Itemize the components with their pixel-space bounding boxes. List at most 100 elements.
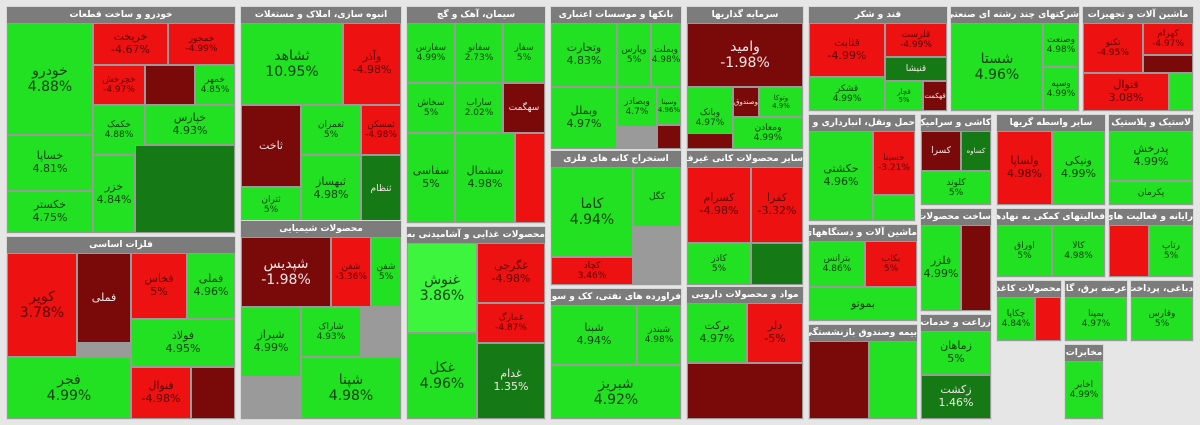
- sector-title[interactable]: حمل ونقل، انبارداری و ارتباطات: [809, 115, 915, 131]
- stock-tile[interactable]: کهرام -4.97%: [1143, 23, 1193, 55]
- stock-tile[interactable]: غدام 1.35%: [477, 343, 545, 419]
- stock-tile[interactable]: ثعمران 5%: [301, 105, 361, 155]
- sector-title[interactable]: فعالیتهای کمکی به نهادهای مالی: [997, 209, 1105, 225]
- stock-tile[interactable]: بموتو: [809, 287, 917, 321]
- stock-tile[interactable]: کاذر 5%: [687, 243, 751, 285]
- stock-tile[interactable]: [145, 65, 195, 105]
- stock-tile[interactable]: وقارس 5%: [1131, 297, 1193, 341]
- stock-tile[interactable]: ثبهساز 4.98%: [301, 155, 361, 223]
- stock-tile[interactable]: وسینا 4.96%: [657, 87, 681, 125]
- stock-tile[interactable]: [515, 133, 545, 223]
- sector-title[interactable]: بانکها و موسسات اعتباری: [551, 7, 681, 23]
- stock-tile[interactable]: کویر 3.78%: [7, 253, 77, 357]
- stock-tile[interactable]: شفن -3.36%: [331, 237, 371, 307]
- stock-tile[interactable]: سهگمت: [503, 83, 545, 133]
- stock-tile[interactable]: وسپه 4.99%: [1043, 67, 1079, 111]
- stock-tile[interactable]: بترانس 4.86%: [809, 241, 865, 287]
- stock-tile[interactable]: غنوش 3.86%: [407, 243, 477, 333]
- sector-title[interactable]: بیمه وصندوق بازنشستگی: [809, 325, 917, 341]
- sector-title[interactable]: سایر محصولات کانی غیرفلزی: [687, 151, 803, 167]
- stock-tile[interactable]: حسینا -3.21%: [873, 131, 915, 195]
- stock-tile[interactable]: فجر 4.99%: [7, 357, 131, 419]
- stock-tile[interactable]: تکنو -4.95%: [1083, 23, 1143, 73]
- stock-tile[interactable]: سخاش 5%: [407, 83, 455, 133]
- sector-title[interactable]: قند و شکر: [809, 7, 947, 23]
- stock-tile[interactable]: [1035, 297, 1061, 341]
- stock-tile[interactable]: کسرام -4.98%: [687, 167, 751, 243]
- sector-title[interactable]: دباغی، پرداخت چرم: [1131, 281, 1193, 297]
- stock-tile[interactable]: شپدیس -1.98%: [241, 237, 331, 307]
- stock-tile[interactable]: خودرو 4.88%: [7, 23, 93, 135]
- sector-title[interactable]: استخراج کانه های فلزی: [551, 151, 681, 167]
- stock-tile[interactable]: قشکر 4.99%: [809, 77, 885, 111]
- stock-tile[interactable]: وبملت 4.98%: [651, 23, 681, 87]
- stock-tile[interactable]: [961, 225, 991, 311]
- sector-title[interactable]: فراورده های نفتی، کک و سوخت هسته ای: [551, 289, 681, 305]
- stock-tile[interactable]: ثمسکن -4.98%: [361, 105, 401, 155]
- stock-tile[interactable]: رتاپ 5%: [1149, 225, 1193, 277]
- stock-tile[interactable]: [869, 341, 917, 419]
- stock-tile[interactable]: کساوه: [961, 131, 991, 171]
- stock-tile[interactable]: شستا 4.96%: [951, 23, 1043, 111]
- stock-tile[interactable]: شبریز 4.92%: [551, 365, 681, 419]
- stock-tile[interactable]: قثابت -4.99%: [809, 23, 885, 77]
- stock-tile[interactable]: [873, 195, 915, 221]
- stock-tile[interactable]: سفانو 2.73%: [455, 23, 503, 83]
- stock-tile[interactable]: سفارس 4.99%: [407, 23, 455, 83]
- stock-tile[interactable]: وبملل 4.97%: [551, 87, 617, 149]
- stock-tile[interactable]: کچاد 3.46%: [551, 257, 633, 285]
- stock-tile[interactable]: وصندوق: [733, 87, 759, 117]
- stock-tile[interactable]: قچار 5%: [885, 81, 923, 111]
- stock-tile[interactable]: ثتران 5%: [241, 187, 301, 223]
- stock-tile[interactable]: شفن 5%: [371, 237, 401, 307]
- sector-title[interactable]: سیمان، آهک و گچ: [407, 7, 545, 23]
- sector-title[interactable]: شرکتهای چند رشته ای صنعتی: [951, 7, 1079, 23]
- stock-tile[interactable]: شیراز 4.99%: [241, 307, 301, 377]
- stock-tile[interactable]: [751, 243, 803, 285]
- stock-tile[interactable]: پدرخش 4.99%: [1109, 131, 1193, 181]
- stock-tile[interactable]: بمپنا 4.97%: [1065, 297, 1127, 341]
- stock-tile[interactable]: قنیشا: [885, 57, 947, 81]
- stock-tile[interactable]: خریخت -4.67%: [93, 23, 168, 65]
- stock-tile[interactable]: شبندر 4.98%: [637, 305, 681, 365]
- stock-tile[interactable]: فملی 4.96%: [187, 253, 235, 319]
- stock-tile[interactable]: فلزر 4.99%: [921, 225, 961, 311]
- stock-tile[interactable]: اخابر 4.99%: [1065, 361, 1103, 419]
- sector-title[interactable]: انبوه سازی، املاک و مستغلات: [241, 7, 401, 23]
- stock-tile[interactable]: [809, 341, 869, 419]
- sector-title[interactable]: محصولات کاغذی: [997, 281, 1061, 297]
- stock-tile[interactable]: کفرا -3.32%: [751, 167, 803, 243]
- stock-tile[interactable]: فخاس 5%: [131, 253, 187, 319]
- stock-tile[interactable]: وتجارت 4.83%: [551, 23, 617, 87]
- stock-tile[interactable]: بکاب 5%: [865, 241, 917, 287]
- stock-tile[interactable]: خمحور -4.99%: [168, 23, 235, 65]
- stock-tile[interactable]: وتوکا 4.9%: [759, 87, 803, 117]
- stock-tile[interactable]: فملی: [77, 253, 131, 343]
- stock-tile[interactable]: قهکمت: [923, 81, 947, 111]
- sector-title[interactable]: مواد و محصولات دارویی: [687, 287, 803, 303]
- stock-tile[interactable]: وصنعت 4.98%: [1043, 23, 1079, 67]
- stock-tile[interactable]: شپنا 4.98%: [301, 357, 401, 419]
- stock-tile[interactable]: سفاسی 5%: [407, 133, 455, 223]
- sector-title[interactable]: خودرو و ساخت قطعات: [7, 7, 235, 23]
- sector-title[interactable]: کاشی و سرامیک: [921, 115, 991, 131]
- sector-title[interactable]: ماشین آلات و دستگاههای برقی: [809, 225, 917, 241]
- stock-tile[interactable]: وبصادر 4.7%: [617, 87, 657, 127]
- sector-title[interactable]: سایر واسطه گریها: [997, 115, 1105, 131]
- stock-tile[interactable]: دلر -5%: [747, 303, 803, 363]
- stock-tile[interactable]: سفار 5%: [503, 23, 545, 83]
- sector-title[interactable]: زراعت و خدمات: [921, 315, 991, 331]
- stock-tile[interactable]: برکت 4.97%: [687, 303, 747, 363]
- stock-tile[interactable]: فنوال 3.08%: [1083, 73, 1169, 111]
- sector-title[interactable]: فلزات اساسی: [7, 237, 235, 253]
- sector-title[interactable]: لاستیک و پلاستیک: [1109, 115, 1193, 131]
- stock-tile[interactable]: [687, 363, 803, 419]
- stock-tile[interactable]: [135, 145, 235, 233]
- stock-tile[interactable]: خساپا 4.81%: [7, 135, 93, 191]
- stock-tile[interactable]: پکرمان: [1109, 181, 1193, 205]
- sector-title[interactable]: ساخت محصولات فلزی: [921, 209, 991, 225]
- stock-tile[interactable]: کالا 4.98%: [1052, 225, 1105, 277]
- stock-tile[interactable]: ثشاهد 10.95%: [241, 23, 343, 105]
- stock-tile[interactable]: خچرخش -4.97%: [93, 65, 145, 105]
- stock-tile[interactable]: [1169, 73, 1193, 111]
